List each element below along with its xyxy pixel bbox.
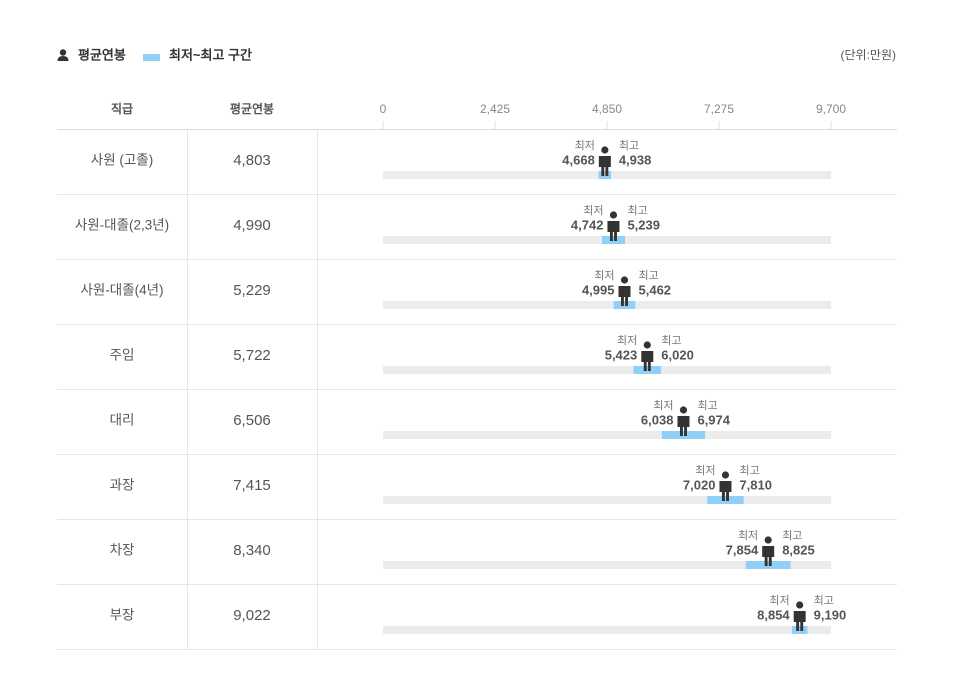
low-label: 4,742 <box>571 217 604 232</box>
x-tick-label: 4,850 <box>592 102 622 116</box>
average-label: 5,722 <box>233 347 271 364</box>
icon-body <box>677 416 690 436</box>
low-caption: 최저 <box>653 399 673 412</box>
x-tick-label: 2,425 <box>480 102 510 116</box>
row-label: 차장 <box>110 543 135 558</box>
high-label: 5,239 <box>627 217 660 232</box>
average-marker <box>793 601 806 631</box>
icon-body <box>762 546 775 566</box>
average-label: 5,229 <box>233 282 271 299</box>
icon-head <box>601 146 609 154</box>
icon-body <box>607 221 620 241</box>
icon-body <box>618 286 631 306</box>
high-label: 4,938 <box>619 152 652 167</box>
row-label: 과장 <box>110 478 135 493</box>
high-label: 8,825 <box>782 542 815 557</box>
icon-head <box>609 211 618 219</box>
average-marker <box>641 341 654 371</box>
average-label: 4,803 <box>233 152 271 169</box>
icon-head <box>679 406 688 414</box>
low-label: 7,020 <box>683 477 716 492</box>
row-label: 사원-대졸(4년) <box>80 283 163 298</box>
range-bar <box>613 301 636 309</box>
low-caption: 최저 <box>695 464 715 477</box>
high-caption: 최고 <box>661 334 681 347</box>
low-label: 5,423 <box>605 347 638 362</box>
x-tick-label: 9,700 <box>816 102 846 116</box>
row-label: 주임 <box>110 348 135 363</box>
low-label: 4,995 <box>582 282 615 297</box>
high-label: 7,810 <box>739 477 772 492</box>
high-label: 6,974 <box>697 412 730 427</box>
high-caption: 최고 <box>627 204 647 217</box>
x-tick-label: 0 <box>380 102 387 116</box>
low-label: 7,854 <box>726 542 759 557</box>
average-label: 9,022 <box>233 607 271 624</box>
legend-label: 평균연봉 <box>78 47 126 62</box>
track <box>383 301 831 309</box>
low-caption: 최저 <box>583 204 603 217</box>
track <box>383 626 831 634</box>
high-caption: 최고 <box>639 269 659 282</box>
average-marker <box>598 146 611 176</box>
average-marker <box>762 536 775 566</box>
high-label: 6,020 <box>661 347 694 362</box>
icon-head <box>643 341 651 349</box>
track <box>383 496 831 504</box>
average-marker <box>719 471 732 501</box>
high-caption: 최고 <box>814 594 834 607</box>
average-label: 7,415 <box>233 477 271 494</box>
legend-label: 최저~최고 구간 <box>169 47 252 62</box>
high-caption: 최고 <box>739 464 759 477</box>
average-label: 4,990 <box>233 217 271 234</box>
icon-head <box>764 536 772 544</box>
row-label: 부장 <box>110 608 135 623</box>
icon-head <box>620 276 629 284</box>
low-caption: 최저 <box>594 269 614 282</box>
row-label: 사원-대졸(2,3년) <box>75 218 169 233</box>
high-caption: 최고 <box>619 139 639 152</box>
legend-icon <box>57 49 69 61</box>
range-bar <box>602 236 625 244</box>
row-label: 사원 (고졸) <box>91 153 153 168</box>
high-caption: 최고 <box>697 399 717 412</box>
average-label: 6,506 <box>233 412 271 429</box>
track <box>383 431 831 439</box>
range-bar <box>661 431 706 439</box>
range-bar <box>633 366 662 374</box>
column-header: 평균연봉 <box>230 101 274 116</box>
range-bar <box>598 171 612 179</box>
low-caption: 최저 <box>738 529 758 542</box>
low-caption: 최저 <box>769 594 789 607</box>
icon-body <box>793 611 806 631</box>
range-bar <box>707 496 744 504</box>
high-label: 5,462 <box>639 282 672 297</box>
icon-body <box>598 156 611 176</box>
range-bar <box>791 626 808 634</box>
high-label: 9,190 <box>814 607 847 622</box>
low-label: 6,038 <box>641 412 674 427</box>
icon-body <box>719 481 732 501</box>
low-label: 4,668 <box>562 152 595 167</box>
average-marker <box>677 406 690 436</box>
x-tick-label: 7,275 <box>704 102 734 116</box>
legend-swatch <box>143 54 160 61</box>
low-caption: 최저 <box>617 334 637 347</box>
high-caption: 최고 <box>782 529 802 542</box>
range-bar <box>745 561 791 569</box>
average-marker <box>607 211 620 241</box>
track <box>383 366 831 374</box>
icon-head <box>721 471 730 479</box>
low-label: 8,854 <box>757 607 790 622</box>
unit: (단위:만원) <box>841 48 897 62</box>
icon-head <box>796 601 804 609</box>
average-label: 8,340 <box>233 542 271 559</box>
icon-body <box>641 351 654 371</box>
track <box>383 561 831 569</box>
column-header: 직급 <box>111 101 133 116</box>
row-label: 대리 <box>110 413 135 428</box>
average-marker <box>618 276 631 306</box>
low-caption: 최저 <box>575 139 595 152</box>
